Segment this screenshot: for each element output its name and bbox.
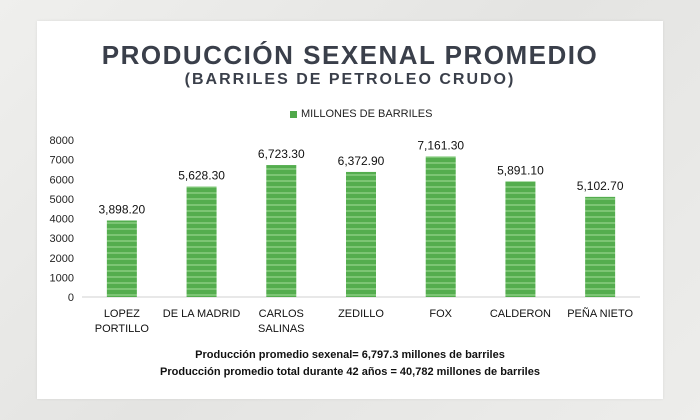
x-tick-label: LOPEZ (104, 308, 140, 320)
y-tick-label: 7000 (50, 155, 74, 167)
x-tick-label: PORTILLO (95, 323, 150, 335)
y-tick-label: 4000 (50, 214, 74, 226)
x-tick-label: ZEDILLO (338, 308, 384, 320)
chart-title: PRODUCCIÓN SEXENAL PROMEDIO (101, 40, 599, 70)
chart-subtitle: (BARRILES DE PETROLEO CRUDO) (184, 71, 516, 88)
x-tick-label: FOX (429, 308, 452, 320)
legend-label: MILLONES DE BARRILES (301, 108, 433, 120)
x-tick-label: PEÑA NIETO (567, 307, 633, 320)
y-tick-label: 0 (68, 292, 74, 304)
y-tick-label: 6000 (50, 174, 74, 186)
bar (425, 156, 456, 297)
bar-value-label: 3,898.20 (98, 202, 145, 216)
bar-value-label: 6,372.90 (338, 154, 385, 168)
note-average-sexenal: Producción promedio sexenal= 6,797.3 mil… (195, 349, 505, 361)
bar (505, 181, 536, 297)
bar (266, 165, 297, 297)
bar (346, 171, 376, 297)
y-tick-label: 5000 (50, 194, 74, 206)
bar-value-label: 5,628.30 (178, 169, 225, 183)
bar-value-label: 7,161.30 (417, 138, 464, 152)
bar (186, 186, 217, 297)
note-average-total: Producción promedio total durante 42 año… (160, 366, 540, 378)
bar (585, 196, 616, 297)
x-tick-label: DE LA MADRID (163, 308, 241, 320)
chart-legend: MILLONES DE BARRILES (290, 108, 432, 120)
bar (106, 220, 137, 297)
bar-value-label: 5,102.70 (577, 179, 624, 193)
legend-swatch (290, 110, 297, 118)
x-tick-label: CARLOS (259, 308, 304, 320)
bar-value-label: 5,891.10 (497, 163, 544, 177)
x-tick-label: SALINAS (258, 323, 304, 335)
y-tick-label: 3000 (50, 233, 74, 245)
y-tick-label: 1000 (50, 272, 74, 284)
bar-value-label: 6,723.30 (258, 147, 305, 161)
x-tick-label: CALDERON (490, 308, 551, 320)
y-tick-label: 8000 (50, 135, 74, 147)
y-tick-label: 2000 (50, 253, 74, 265)
